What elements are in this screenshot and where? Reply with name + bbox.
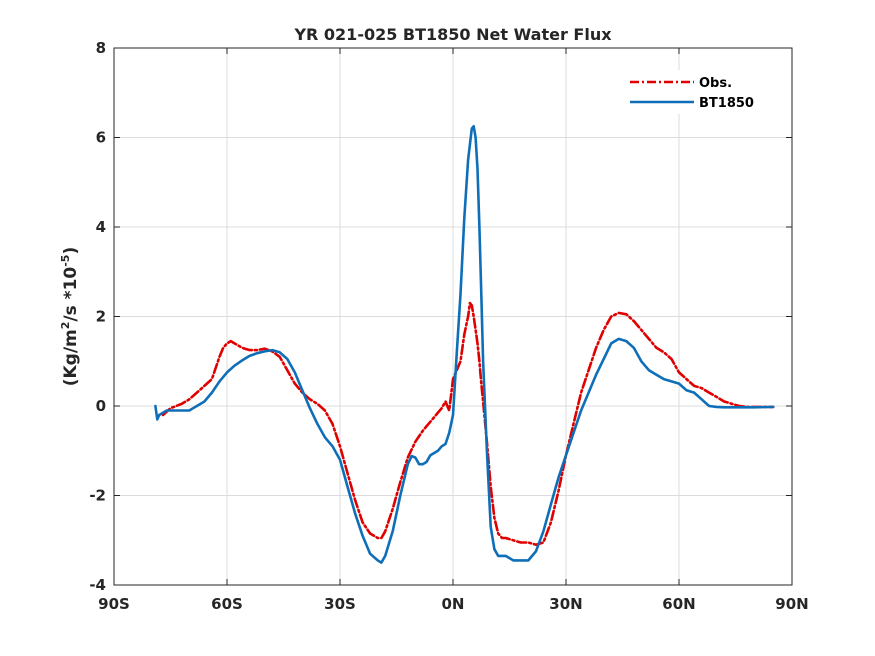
y-axis-label-mid: /s *10 [61,267,81,322]
y-axis-label: (Kg/m2/s *10-5) [59,247,81,387]
chart-title: YR 021-025 BT1850 Net Water Flux [293,25,612,44]
x-tick-label: 90S [98,595,130,613]
x-tick-label: 30S [324,595,356,613]
y-axis-label-sup2: -5 [59,255,72,267]
x-tick-label: 60N [662,595,695,613]
y-tick-label: 2 [96,308,106,326]
y-tick-label: 6 [96,129,106,147]
legend-box [624,70,774,114]
legend-label-bt1850: BT1850 [699,96,754,111]
x-tick-label: 30N [549,595,582,613]
series-line-bt1850 [154,125,775,564]
y-tick-label: -2 [89,487,106,505]
ticks: 90S 60S 30S 0N 30N 60N 90N -4 -2 0 2 4 6 8 [89,39,808,613]
y-axis-label-sup1: 2 [59,322,72,330]
y-tick-label: 4 [96,218,106,236]
y-axis-label-pre: (Kg/m [61,329,81,386]
series-layer [154,125,775,564]
x-tick-label: 90N [775,595,808,613]
x-tick-label: 0N [442,595,465,613]
y-axis-label-post: ) [61,247,81,255]
y-tick-label: -4 [89,576,106,594]
legend-label-obs: Obs. [699,76,732,91]
y-tick-label: 8 [96,39,106,57]
y-tick-label: 0 [96,397,106,415]
legend: Obs. BT1850 [624,70,774,114]
x-tick-label: 60S [211,595,243,613]
